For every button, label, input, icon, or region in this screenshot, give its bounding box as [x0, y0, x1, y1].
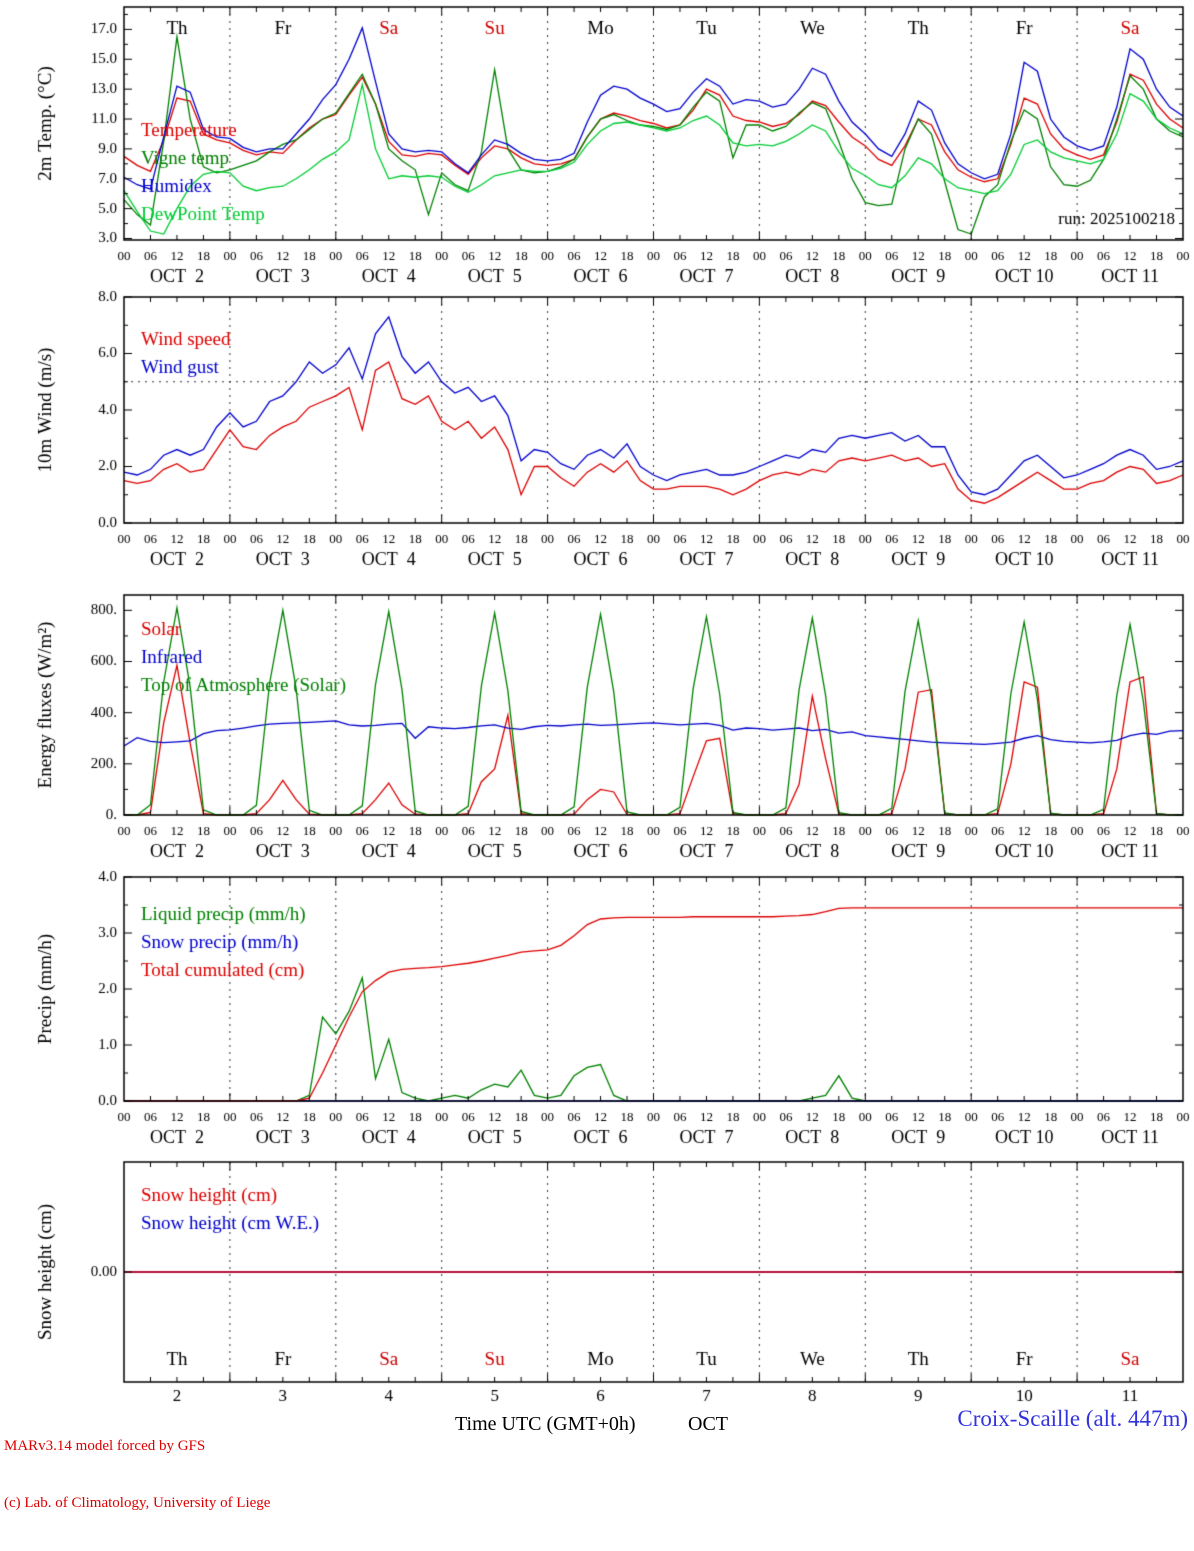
- station-label: Croix-Scaille (alt. 447m): [957, 1406, 1188, 1431]
- meteogram-canvas: [0, 0, 1194, 1440]
- model-credit-line2: (c) Lab. of Climatology, University of L…: [4, 1495, 271, 1511]
- month-label: OCT: [688, 1413, 728, 1435]
- model-credit: MARv3.14 model forced by GFS (c) Lab. of…: [4, 1399, 270, 1551]
- time-axis-title: Time UTC (GMT+0h): [455, 1413, 636, 1435]
